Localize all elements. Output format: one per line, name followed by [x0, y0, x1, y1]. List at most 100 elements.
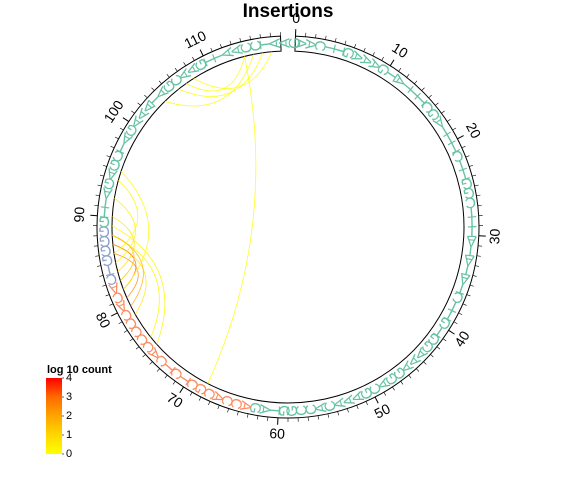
minor-tick	[428, 94, 432, 99]
legend: log 10 count 0 1 2 3 4	[46, 364, 112, 460]
sequence-base: G	[98, 213, 110, 230]
minor-tick	[435, 102, 439, 106]
major-tick	[179, 386, 185, 394]
sequence-base: T	[103, 260, 116, 279]
sequence-base: T	[466, 203, 477, 221]
minor-tick	[109, 303, 114, 306]
sequence-base: C	[321, 399, 340, 414]
minor-tick	[408, 374, 412, 379]
tick-label: 40	[451, 328, 473, 350]
major-tick	[457, 135, 464, 140]
minor-tick	[166, 73, 170, 78]
minor-tick	[346, 408, 349, 413]
tick-label: 0	[292, 10, 301, 26]
minor-tick	[458, 312, 463, 315]
sequence-base: G	[98, 223, 110, 240]
sequence-bases: AACTTGAAAGTATTTCGATTTCTTGGCTTTATATATCTTG…	[98, 37, 477, 417]
major-tick	[110, 312, 118, 317]
legend-tick-label: 0	[66, 448, 72, 460]
minor-tick	[416, 368, 420, 372]
sequence-base: T	[467, 223, 477, 240]
minor-tick	[137, 102, 141, 106]
sequence-base: A	[463, 251, 476, 270]
major-tick	[389, 59, 395, 66]
minor-tick	[430, 354, 434, 358]
minor-tick	[156, 368, 160, 372]
minor-tick	[472, 275, 477, 277]
minor-tick	[208, 401, 211, 406]
axis-ticks: 0 10 20 30 40 50 60 70 80 90 100 110	[71, 10, 503, 442]
minor-tick	[383, 392, 387, 396]
sequence-base: T	[467, 213, 477, 230]
minor-tick	[105, 294, 110, 297]
minor-tick	[344, 40, 347, 45]
minor-tick	[452, 127, 457, 131]
minor-tick	[461, 145, 466, 149]
tick-label: 100	[100, 97, 126, 125]
tick-label: 50	[372, 400, 393, 421]
sequence-base: A	[236, 399, 255, 413]
legend-tick-label: 1	[66, 429, 72, 441]
sequence-base: C	[226, 396, 245, 411]
minor-tick	[453, 321, 458, 325]
sequence-base: A	[277, 38, 294, 48]
minor-tick	[239, 37, 242, 42]
minor-tick	[99, 275, 104, 277]
minor-tick	[354, 44, 357, 48]
insertion-arc	[114, 197, 136, 263]
minor-tick	[436, 346, 441, 350]
sequence-base: G	[102, 174, 117, 193]
minor-tick	[392, 386, 395, 391]
sequence-ring	[96, 35, 480, 419]
sequence-base: A	[312, 402, 331, 415]
sequence-base: T	[100, 193, 111, 211]
minor-tick	[317, 415, 319, 420]
minor-tick	[189, 392, 193, 396]
minor-tick	[474, 265, 480, 267]
minor-tick	[442, 338, 447, 342]
tick-label: 70	[164, 389, 186, 411]
sequence-base: A	[255, 403, 273, 415]
legend-colorbar	[46, 378, 62, 454]
minor-tick	[363, 47, 366, 52]
sequence-base: G	[99, 241, 113, 259]
major-tick	[374, 396, 379, 404]
sequence-base: A	[457, 269, 471, 288]
minor-tick	[149, 361, 153, 365]
minor-tick	[476, 255, 481, 257]
tick-label: 30	[486, 228, 503, 245]
minor-tick	[257, 415, 259, 420]
sequence-base: C	[310, 39, 329, 53]
insertion-arc	[112, 243, 147, 315]
minor-tick	[198, 396, 202, 401]
chart-title: Insertions	[243, 1, 334, 22]
minor-tick	[246, 413, 249, 418]
insertion-arc	[112, 234, 144, 307]
sequence-base: T	[465, 241, 476, 259]
minor-tick	[259, 33, 261, 39]
minor-tick	[465, 155, 470, 158]
sequence-base: G	[286, 37, 303, 49]
minor-tick	[131, 110, 135, 114]
sequence-base: A	[292, 38, 310, 49]
minor-tick	[462, 303, 467, 306]
sequence-base: G	[284, 405, 301, 417]
major-tick	[122, 117, 130, 122]
minor-tick	[398, 67, 402, 72]
minor-tick	[249, 35, 251, 40]
insertion-arc	[207, 56, 257, 384]
tick-label: 60	[269, 425, 286, 442]
legend-tick-label: 3	[66, 391, 72, 403]
major-tick	[448, 329, 455, 335]
minor-tick	[421, 87, 425, 91]
minor-tick	[172, 381, 176, 385]
sequence-base: A	[267, 38, 285, 49]
sequence-base: A	[228, 43, 247, 57]
minor-tick	[142, 354, 146, 358]
insertion-arc	[113, 179, 139, 254]
minor-tick	[447, 119, 451, 122]
sequence-base: T	[329, 43, 348, 56]
minor-tick	[96, 265, 102, 267]
minor-tick	[337, 411, 339, 416]
minor-tick	[400, 381, 404, 385]
